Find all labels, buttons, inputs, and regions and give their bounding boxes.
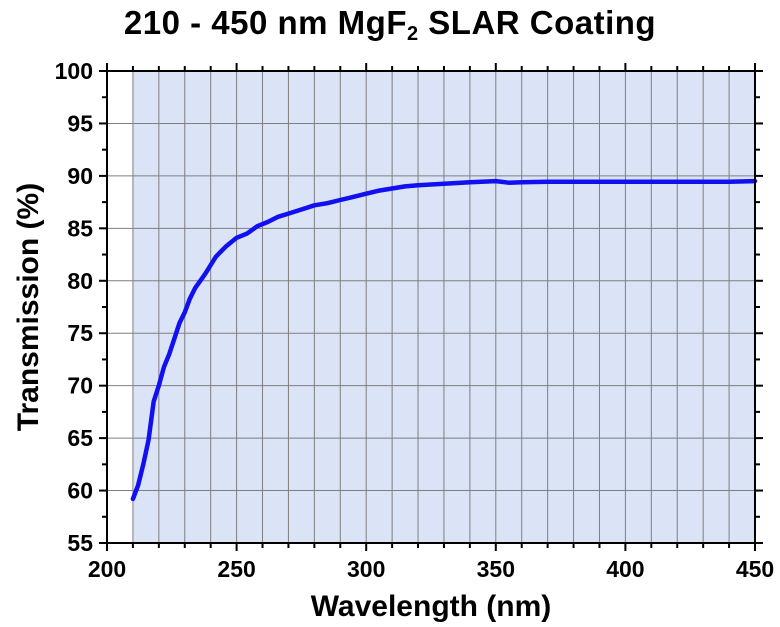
y-tick-label: 55 [67,530,93,556]
chart-title-main: 210 - 450 nm MgF [123,4,407,41]
x-tick-label: 450 [736,556,774,582]
plot-frame [106,70,756,544]
y-axis-label: Transmission (%) [12,183,45,431]
y-tick-label: 75 [67,320,93,346]
transmission-series-line [130,178,758,502]
y-tick-label: 70 [67,373,93,399]
x-tick-label: 400 [606,556,644,582]
x-axis-label: Wavelength (nm) [311,590,552,623]
x-tick-label: 300 [347,556,385,582]
x-tick-label: 200 [88,556,126,582]
y-tick-label: 85 [67,215,93,241]
x-tick-label: 250 [217,556,255,582]
x-tick-label: 350 [477,556,515,582]
y-tick-label: 95 [67,110,93,136]
y-tick-label: 60 [67,478,93,504]
y-tick-label: 90 [67,163,93,189]
chart-title: 210 - 450 nm MgF2 SLAR Coating [0,4,780,46]
tick-labels: 200 250 300 350 400 450 55 60 65 70 75 80 85 90 95 100 [55,58,775,582]
y-tick-label: 80 [67,268,93,294]
y-tick-label: 100 [55,58,93,84]
chart-title-suffix: SLAR Coating [418,4,657,41]
grid-lines [107,71,755,543]
chart-title-subscript: 2 [406,23,419,45]
y-tick-label: 65 [67,425,93,451]
